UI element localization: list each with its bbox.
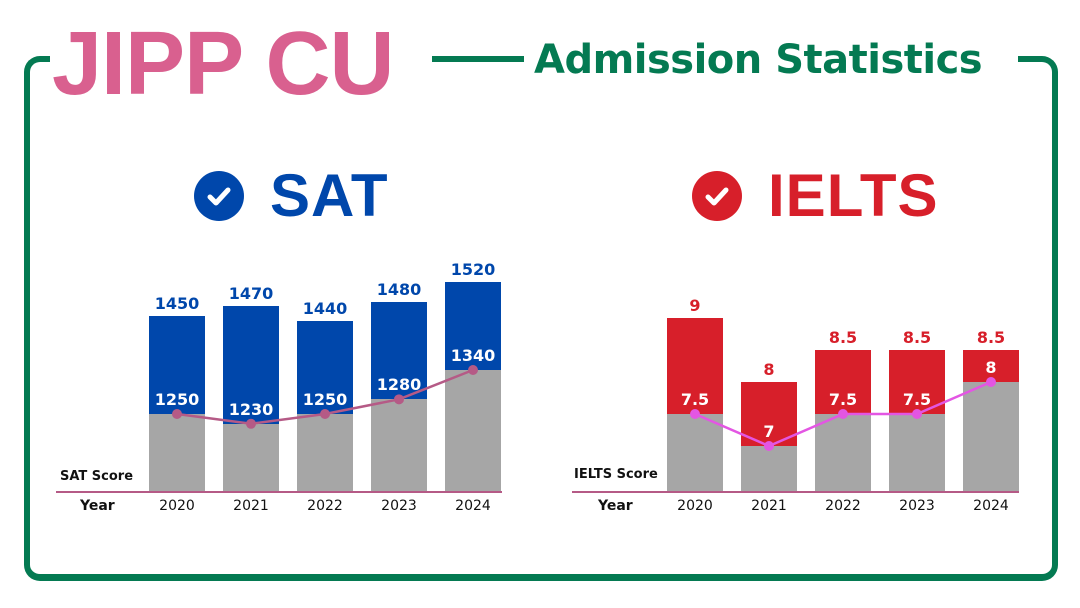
ielts-trend-point [764, 441, 774, 451]
sat-bar-2022 [297, 321, 353, 491]
sat-upper-value-label: 1450 [154, 294, 200, 314]
sat-trend-point [246, 418, 256, 429]
ielts-title: IELTS [768, 162, 939, 229]
ielts-year-tick-2024: 2024 [973, 498, 1009, 514]
sat-chart: SAT Score Year 1450 1250 2020 1470 1230 2021 1… [56, 260, 502, 514]
ielts-trend-point [838, 409, 848, 419]
ielts-trend-point [912, 409, 922, 419]
ielts-upper-value-label: 8.5 [828, 328, 858, 347]
sat-lower-value-label: 1230 [228, 399, 274, 419]
sat-bar-upper-segment [371, 301, 427, 400]
ielts-bar-lower-segment [815, 414, 871, 491]
sat-trend-point [394, 394, 404, 405]
main-title: JIPP CU [52, 14, 394, 114]
sat-year-axis-label: Year [80, 498, 115, 514]
sat-bar-lower-segment [371, 399, 427, 491]
ielts-bar-2023 [889, 350, 945, 491]
ielts-bar-upper-segment [667, 318, 723, 414]
sat-bar-2023 [371, 301, 427, 491]
ielts-bar-lower-segment [963, 382, 1019, 491]
ielts-bar-lower-segment [741, 446, 797, 491]
ielts-lower-value-label: 7 [763, 422, 775, 441]
ielts-upper-value-label: 8.5 [976, 328, 1006, 347]
ielts-bar-upper-segment [889, 350, 945, 414]
sat-score-axis-label: SAT Score [60, 469, 134, 484]
ielts-bar-upper-segment [741, 382, 797, 446]
ielts-year-tick-2022: 2022 [825, 498, 861, 514]
sat-upper-value-label: 1480 [376, 279, 422, 299]
ielts-bar-lower-segment [889, 414, 945, 491]
ielts-bar-upper-segment [815, 350, 871, 414]
ielts-lower-value-label: 8 [985, 358, 997, 377]
sat-bar-lower-segment [223, 423, 279, 491]
sat-bar-upper-segment [223, 306, 279, 424]
sat-bar-upper-segment [149, 316, 205, 414]
sat-year-tick-2020: 2020 [159, 498, 195, 514]
sat-lower-value-label: 1250 [302, 390, 348, 409]
ielts-bar-2020 [667, 318, 723, 491]
sat-bar-lower-segment [149, 413, 205, 491]
ielts-year-tick-2020: 2020 [677, 498, 713, 514]
frame-bottom-border [40, 574, 1040, 581]
ielts-year-tick-2021: 2021 [751, 498, 787, 514]
sat-upper-value-label: 1520 [450, 260, 496, 279]
ielts-trend-point [986, 377, 996, 387]
ielts-heading: IELTS [692, 164, 939, 228]
ielts-upper-value-label: 9 [689, 296, 701, 315]
ielts-lower-value-label: 7.5 [680, 390, 710, 409]
ielts-bar-2022 [815, 350, 871, 491]
check-circle-icon [194, 171, 244, 221]
sat-year-tick-2021: 2021 [233, 498, 269, 514]
frame-left-border [24, 56, 50, 581]
sat-lower-value-label: 1250 [154, 390, 200, 409]
ielts-upper-value-label: 8.5 [902, 328, 932, 347]
ielts-x-axis-line [572, 491, 1019, 493]
sat-trend-point [468, 365, 478, 375]
ielts-score-axis-label: IELTS Score [574, 467, 658, 482]
sat-year-tick-2022: 2022 [307, 498, 343, 514]
sat-upper-value-label: 1470 [228, 284, 274, 304]
sat-trend-point [172, 409, 182, 419]
ielts-bar-2024 [963, 350, 1019, 491]
sat-bar-lower-segment [297, 413, 353, 491]
ielts-bar-upper-segment [963, 350, 1019, 382]
subtitle: Admission Statistics [534, 37, 983, 83]
sat-year-tick-2023: 2023 [381, 498, 417, 514]
sat-title: SAT [270, 162, 389, 229]
check-circle-icon [692, 171, 742, 221]
title-divider-dash [432, 56, 524, 62]
sat-bar-upper-segment [297, 321, 353, 414]
ielts-lower-value-label: 7.5 [902, 390, 932, 409]
ielts-trend-point [690, 409, 700, 419]
sat-year-tick-2024: 2024 [455, 498, 491, 514]
ielts-bar-lower-segment [667, 414, 723, 491]
ielts-year-tick-2023: 2023 [899, 498, 935, 514]
ielts-bar-2021 [741, 382, 797, 491]
ielts-lower-value-label: 7.5 [828, 390, 858, 409]
sat-upper-value-label: 1440 [302, 299, 348, 319]
sat-bar-2024 [445, 282, 501, 491]
sat-lower-value-label: 1280 [376, 375, 422, 395]
sat-trend-point [320, 409, 330, 419]
sat-heading: SAT [194, 164, 389, 228]
sat-bar-2020 [149, 316, 205, 491]
sat-lower-value-label: 1340 [450, 346, 496, 365]
sat-bar-2021 [223, 306, 279, 491]
ielts-upper-value-label: 8 [763, 360, 775, 379]
sat-bar-upper-segment [445, 282, 501, 370]
sat-bar-lower-segment [445, 370, 501, 491]
ielts-year-axis-label: Year [598, 498, 633, 514]
sat-x-axis-line [56, 491, 502, 493]
